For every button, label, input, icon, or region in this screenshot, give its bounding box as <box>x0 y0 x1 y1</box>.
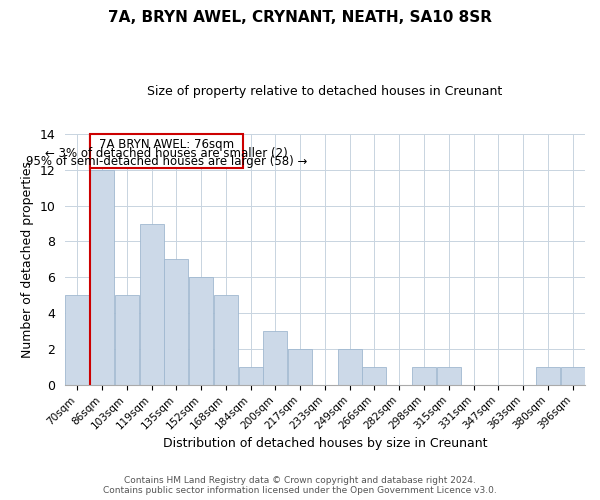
FancyBboxPatch shape <box>89 134 243 168</box>
Bar <box>189 278 213 385</box>
Bar <box>164 260 188 385</box>
Bar <box>65 295 89 385</box>
Bar <box>239 367 263 385</box>
Bar <box>412 367 436 385</box>
Text: 7A BRYN AWEL: 76sqm: 7A BRYN AWEL: 76sqm <box>99 138 234 151</box>
X-axis label: Distribution of detached houses by size in Creunant: Distribution of detached houses by size … <box>163 437 487 450</box>
Text: Contains HM Land Registry data © Crown copyright and database right 2024.
Contai: Contains HM Land Registry data © Crown c… <box>103 476 497 495</box>
Text: 7A, BRYN AWEL, CRYNANT, NEATH, SA10 8SR: 7A, BRYN AWEL, CRYNANT, NEATH, SA10 8SR <box>108 10 492 25</box>
Bar <box>560 367 584 385</box>
Bar <box>536 367 560 385</box>
Bar <box>288 349 312 385</box>
Bar <box>338 349 362 385</box>
Bar <box>214 295 238 385</box>
Bar <box>90 170 114 385</box>
Title: Size of property relative to detached houses in Creunant: Size of property relative to detached ho… <box>148 85 503 98</box>
Bar <box>140 224 164 385</box>
Text: 95% of semi-detached houses are larger (58) →: 95% of semi-detached houses are larger (… <box>26 155 307 168</box>
Bar <box>263 331 287 385</box>
Y-axis label: Number of detached properties: Number of detached properties <box>21 161 34 358</box>
Text: ← 3% of detached houses are smaller (2): ← 3% of detached houses are smaller (2) <box>45 147 288 160</box>
Bar <box>115 295 139 385</box>
Bar <box>437 367 461 385</box>
Bar <box>362 367 386 385</box>
